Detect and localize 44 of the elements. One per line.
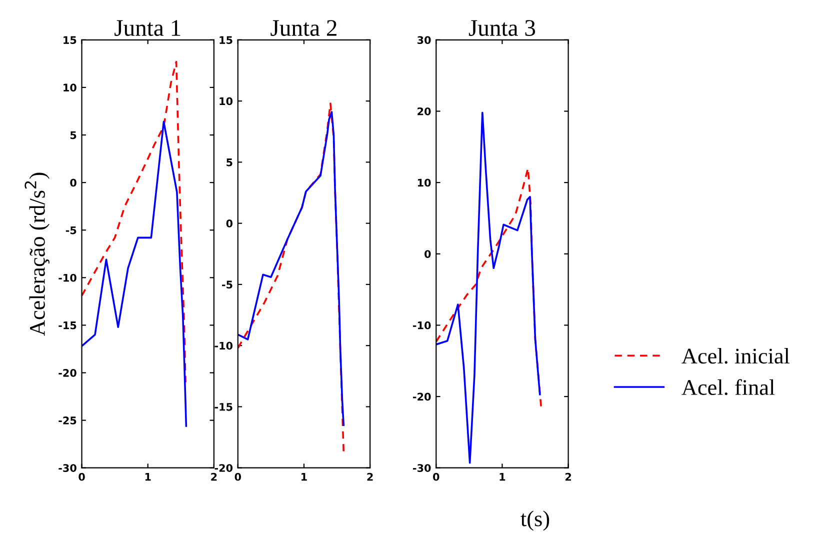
line-series bbox=[436, 112, 541, 464]
y-tick-label: -30 bbox=[58, 464, 76, 472]
y-tick-label: 20 bbox=[418, 107, 431, 116]
chart-title: Junta 3 bbox=[468, 20, 536, 36]
x-tick-label: 1 bbox=[145, 473, 151, 481]
y-tick-label: 30 bbox=[417, 36, 431, 44]
y-axis-title: Aceleração (rd/s$^{2}$) bbox=[24, 172, 50, 336]
legend-label: Acel. final bbox=[682, 379, 775, 396]
y-tick-label: 10 bbox=[220, 97, 233, 106]
y-tick-label: -10 bbox=[214, 342, 233, 350]
y-tick-label: -30 bbox=[413, 464, 431, 472]
y-tick-label: -15 bbox=[58, 322, 76, 330]
x-tick-label: 1 bbox=[500, 473, 506, 481]
y-tick-label: -10 bbox=[413, 321, 431, 330]
y-tick-label: -25 bbox=[58, 416, 76, 424]
x-tick-label: 0 bbox=[234, 472, 242, 481]
y-tick-label: 15 bbox=[64, 36, 76, 44]
y-tick-label: -20 bbox=[214, 464, 233, 472]
y-tick-label: 5 bbox=[226, 158, 232, 166]
line-series bbox=[82, 60, 186, 384]
y-tick-label: 0 bbox=[226, 220, 233, 228]
x-axis-title: t(s) bbox=[520, 510, 550, 531]
y-tick-label: -15 bbox=[214, 403, 232, 411]
line-series bbox=[82, 120, 188, 427]
y-tick-label: 0 bbox=[70, 178, 76, 187]
y-tick-label: -10 bbox=[58, 274, 76, 282]
y-tick-label: 0 bbox=[424, 250, 431, 258]
y-tick-label: 10 bbox=[64, 84, 76, 92]
y-tick-label: 5 bbox=[70, 131, 76, 140]
y-tick-label: -20 bbox=[413, 392, 431, 401]
x-tick-label: 0 bbox=[433, 472, 440, 481]
chart-title: Junta 2 bbox=[270, 20, 336, 36]
x-tick-label: 2 bbox=[367, 472, 373, 481]
chart-title: Junta 1 bbox=[114, 20, 180, 36]
y-tick-label: 10 bbox=[418, 178, 431, 187]
x-tick-label: 1 bbox=[302, 473, 307, 481]
y-tick-label: 15 bbox=[220, 36, 232, 44]
x-tick-label: 2 bbox=[211, 472, 217, 481]
y-tick-label: -20 bbox=[58, 368, 76, 377]
y-tick-label: -5 bbox=[222, 280, 232, 289]
legend-label: Acel. inicial bbox=[682, 348, 790, 364]
x-tick-label: 0 bbox=[78, 472, 85, 481]
y-tick-label: -5 bbox=[66, 226, 76, 234]
x-tick-label: 2 bbox=[565, 472, 572, 481]
